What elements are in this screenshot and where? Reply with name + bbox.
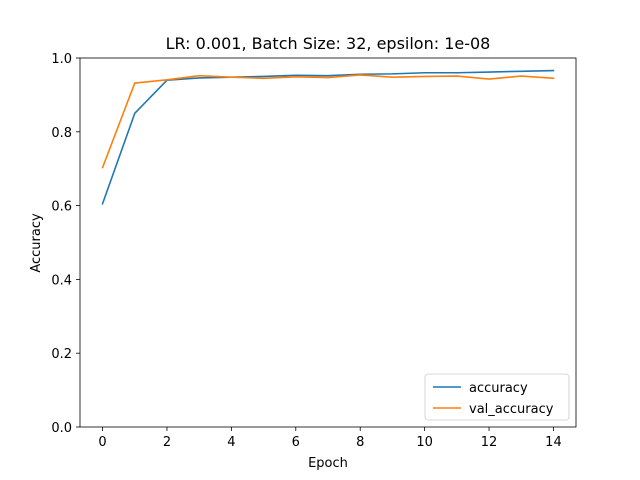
y-tick-label: 0.4 — [51, 273, 72, 288]
x-tick-label: 8 — [356, 435, 364, 450]
y-tick-label: 0.8 — [51, 126, 72, 141]
x-tick-label: 0 — [98, 435, 106, 450]
x-tick-label: 12 — [481, 435, 498, 450]
x-tick-label: 4 — [227, 435, 235, 450]
x-axis-label: Epoch — [308, 456, 348, 471]
legend-label-accuracy: accuracy — [469, 381, 528, 396]
x-tick-label: 2 — [163, 435, 171, 450]
y-tick-label: 0.2 — [51, 347, 72, 362]
plot-area: 0 2 4 6 8 10 12 14 0.0 0.2 0.4 0.6 0.8 1.0 — [51, 52, 577, 450]
axes-frame — [79, 57, 577, 428]
chart-title: LR: 0.001, Batch Size: 32, epsilon: 1e-0… — [166, 34, 491, 53]
legend: accuracy val_accuracy — [424, 373, 570, 421]
series-line-val_accuracy — [101, 74, 555, 169]
x-tick-label: 14 — [545, 435, 562, 450]
x-tick-label: 6 — [292, 435, 300, 450]
y-tick-label: 0.6 — [51, 200, 72, 215]
series-line-accuracy — [101, 69, 555, 205]
y-axis-label: Accuracy — [29, 213, 44, 273]
y-tick-label: 0.0 — [51, 421, 72, 436]
x-tick-label: 10 — [416, 435, 433, 450]
y-tick-label: 1.0 — [51, 52, 72, 67]
legend-label-val_accuracy: val_accuracy — [469, 402, 554, 417]
